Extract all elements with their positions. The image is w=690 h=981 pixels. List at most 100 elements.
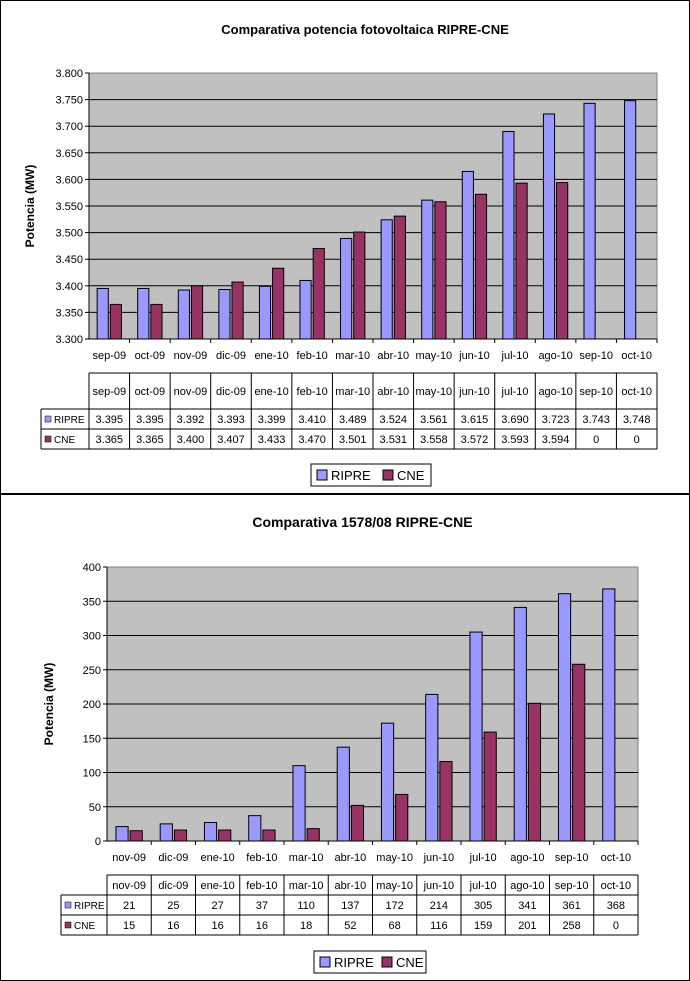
bar-ripre-oct-09 bbox=[137, 287, 150, 340]
table-cell: 3.393 bbox=[217, 414, 245, 426]
x-tick-label: may-10 bbox=[376, 852, 413, 864]
table-cell: 3.748 bbox=[623, 414, 651, 426]
table-cell: 3.365 bbox=[136, 434, 164, 446]
table-cell: 15 bbox=[123, 920, 135, 932]
bar-ripre-dic-09 bbox=[159, 823, 173, 842]
legend-label-ripre: RIPRE bbox=[334, 955, 374, 970]
bar-cne-ago-10 bbox=[556, 182, 569, 340]
y-tick-label: 400 bbox=[83, 562, 101, 574]
legend-label-ripre: RIPRE bbox=[331, 468, 371, 483]
y-tick-label: 300 bbox=[83, 631, 101, 643]
y-tick-label: 3.650 bbox=[55, 148, 83, 160]
bar-ripre-dic-09 bbox=[218, 289, 231, 340]
y-tick-label: 3.600 bbox=[55, 174, 83, 186]
chart-panel-1: Comparativa potencia fotovoltaica RIPRE-… bbox=[0, 0, 690, 494]
table-header-cell: may-10 bbox=[376, 880, 413, 892]
bar-cne-may-10 bbox=[434, 201, 447, 340]
x-tick-label: ene-10 bbox=[200, 852, 234, 864]
x-tick-label: feb-10 bbox=[246, 852, 277, 864]
table-cell: 3.723 bbox=[542, 414, 570, 426]
bar-cne-dic-09 bbox=[173, 829, 188, 842]
table-cell: 16 bbox=[256, 920, 268, 932]
table-cell: 18 bbox=[300, 920, 312, 932]
y-axis-label: Potencia (MW) bbox=[42, 663, 56, 746]
x-tick-label: abr-10 bbox=[377, 350, 409, 362]
table-header-cell: ene-10 bbox=[254, 386, 288, 398]
table-cell: 52 bbox=[344, 920, 356, 932]
bar-ripre-abr-10 bbox=[380, 219, 393, 340]
table-cell: 3.407 bbox=[217, 434, 245, 446]
bar-ripre-nov-09 bbox=[177, 289, 190, 340]
x-tick-label: jun-10 bbox=[458, 350, 490, 362]
bar-ripre-may-10 bbox=[421, 199, 434, 340]
table-header-cell: may-10 bbox=[416, 386, 453, 398]
table-legend-key bbox=[64, 901, 72, 909]
chart-2: Comparativa 1578/08 RIPRE-CNE05010015020… bbox=[42, 514, 639, 974]
table-header-cell: sep-10 bbox=[579, 386, 613, 398]
bar-ripre-ene-10 bbox=[258, 285, 272, 340]
table-cell: 21 bbox=[123, 900, 135, 912]
x-tick-label: jul-10 bbox=[469, 852, 497, 864]
x-tick-label: mar-10 bbox=[335, 350, 370, 362]
table-cell: 16 bbox=[167, 920, 179, 932]
table-cell: 3.593 bbox=[501, 434, 529, 446]
bar-cne-feb-10 bbox=[262, 829, 276, 842]
bar-ripre-nov-09 bbox=[115, 826, 129, 842]
y-tick-label: 3.300 bbox=[55, 334, 83, 346]
bar-ripre-oct-10 bbox=[602, 588, 616, 842]
y-tick-label: 3.500 bbox=[55, 228, 83, 240]
bar-cne-jun-10 bbox=[474, 193, 488, 340]
bar-ripre-may-10 bbox=[380, 722, 395, 842]
table-cell: 3.531 bbox=[380, 434, 408, 446]
table-header-cell: jun-10 bbox=[423, 880, 455, 892]
table-header-cell: nov-09 bbox=[174, 386, 208, 398]
bar-ripre-ago-10 bbox=[513, 606, 527, 842]
bar-cne-ene-10 bbox=[272, 267, 285, 340]
table-header-cell: oct-10 bbox=[621, 386, 652, 398]
table-header-cell: feb-10 bbox=[297, 386, 328, 398]
bar-ripre-oct-10 bbox=[624, 100, 637, 340]
table-cell: 0 bbox=[634, 434, 640, 446]
bar-ripre-jun-10 bbox=[461, 170, 474, 340]
table-cell: 368 bbox=[607, 900, 625, 912]
chart-1: Comparativa potencia fotovoltaica RIPRE-… bbox=[23, 22, 658, 487]
table-cell: 3.594 bbox=[542, 434, 570, 446]
table-header-cell: sep-10 bbox=[555, 880, 589, 892]
y-tick-label: 3.800 bbox=[55, 68, 83, 80]
table-cell: 3.395 bbox=[136, 414, 164, 426]
y-tick-label: 3.450 bbox=[55, 254, 83, 266]
table-cell: 3.392 bbox=[177, 414, 205, 426]
bar-cne-jul-10 bbox=[515, 182, 528, 340]
table-header-cell: oct-10 bbox=[601, 880, 632, 892]
table-header-cell: mar-10 bbox=[289, 880, 324, 892]
bar-ripre-jul-10 bbox=[502, 131, 515, 340]
bar-ripre-jun-10 bbox=[425, 693, 439, 842]
table-legend-key bbox=[44, 415, 52, 423]
x-tick-label: jul-10 bbox=[501, 350, 529, 362]
bar-cne-nov-09 bbox=[190, 285, 204, 340]
bar-ripre-abr-10 bbox=[336, 746, 350, 842]
table-cell: 27 bbox=[212, 900, 224, 912]
legend-label-cne: CNE bbox=[397, 468, 425, 483]
table-cell: 258 bbox=[562, 920, 580, 932]
x-tick-label: dic-09 bbox=[158, 852, 188, 864]
bar-cne-jun-10 bbox=[439, 761, 453, 842]
y-tick-label: 3.550 bbox=[55, 201, 83, 213]
table-header-cell: abr-10 bbox=[334, 880, 366, 892]
bar-ripre-jul-10 bbox=[469, 631, 483, 842]
x-tick-label: dic-09 bbox=[216, 350, 246, 362]
table-header-cell: mar-10 bbox=[335, 386, 370, 398]
table-header-cell: ago-10 bbox=[538, 386, 572, 398]
x-tick-label: oct-10 bbox=[601, 852, 632, 864]
table-header-cell: dic-09 bbox=[158, 880, 188, 892]
table-row-label: RIPRE bbox=[54, 415, 85, 426]
x-tick-label: jun-10 bbox=[423, 852, 455, 864]
y-tick-label: 3.350 bbox=[55, 307, 83, 319]
bar-cne-ago-10 bbox=[527, 702, 542, 842]
bar-cne-abr-10 bbox=[393, 215, 406, 340]
table-cell: 159 bbox=[474, 920, 492, 932]
bar-ripre-mar-10 bbox=[340, 237, 353, 340]
y-tick-label: 350 bbox=[83, 596, 101, 608]
table-cell: 361 bbox=[562, 900, 580, 912]
x-tick-label: may-10 bbox=[416, 350, 453, 362]
